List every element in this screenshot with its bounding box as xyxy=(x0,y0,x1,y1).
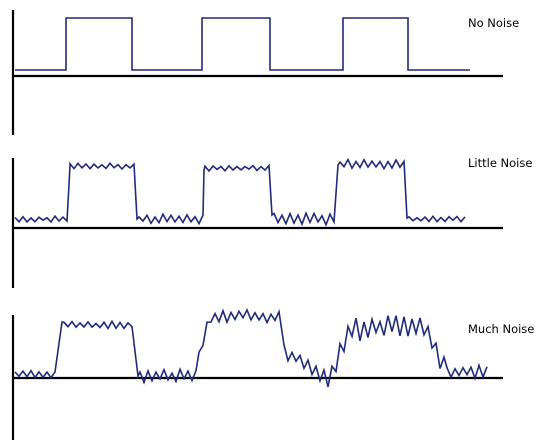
panel-label-little-noise: Little Noise xyxy=(468,156,532,170)
square-wave-clean xyxy=(15,17,470,71)
square-wave-much-noise xyxy=(14,307,488,387)
square-wave-little-noise xyxy=(14,157,466,227)
panel-much-noise: Much Noise xyxy=(11,307,534,440)
panel-label-much-noise: Much Noise xyxy=(468,322,534,336)
panel-label-no-noise: No Noise xyxy=(468,16,519,30)
panel-no-noise: No Noise xyxy=(11,10,519,135)
panel-little-noise: Little Noise xyxy=(11,156,532,288)
